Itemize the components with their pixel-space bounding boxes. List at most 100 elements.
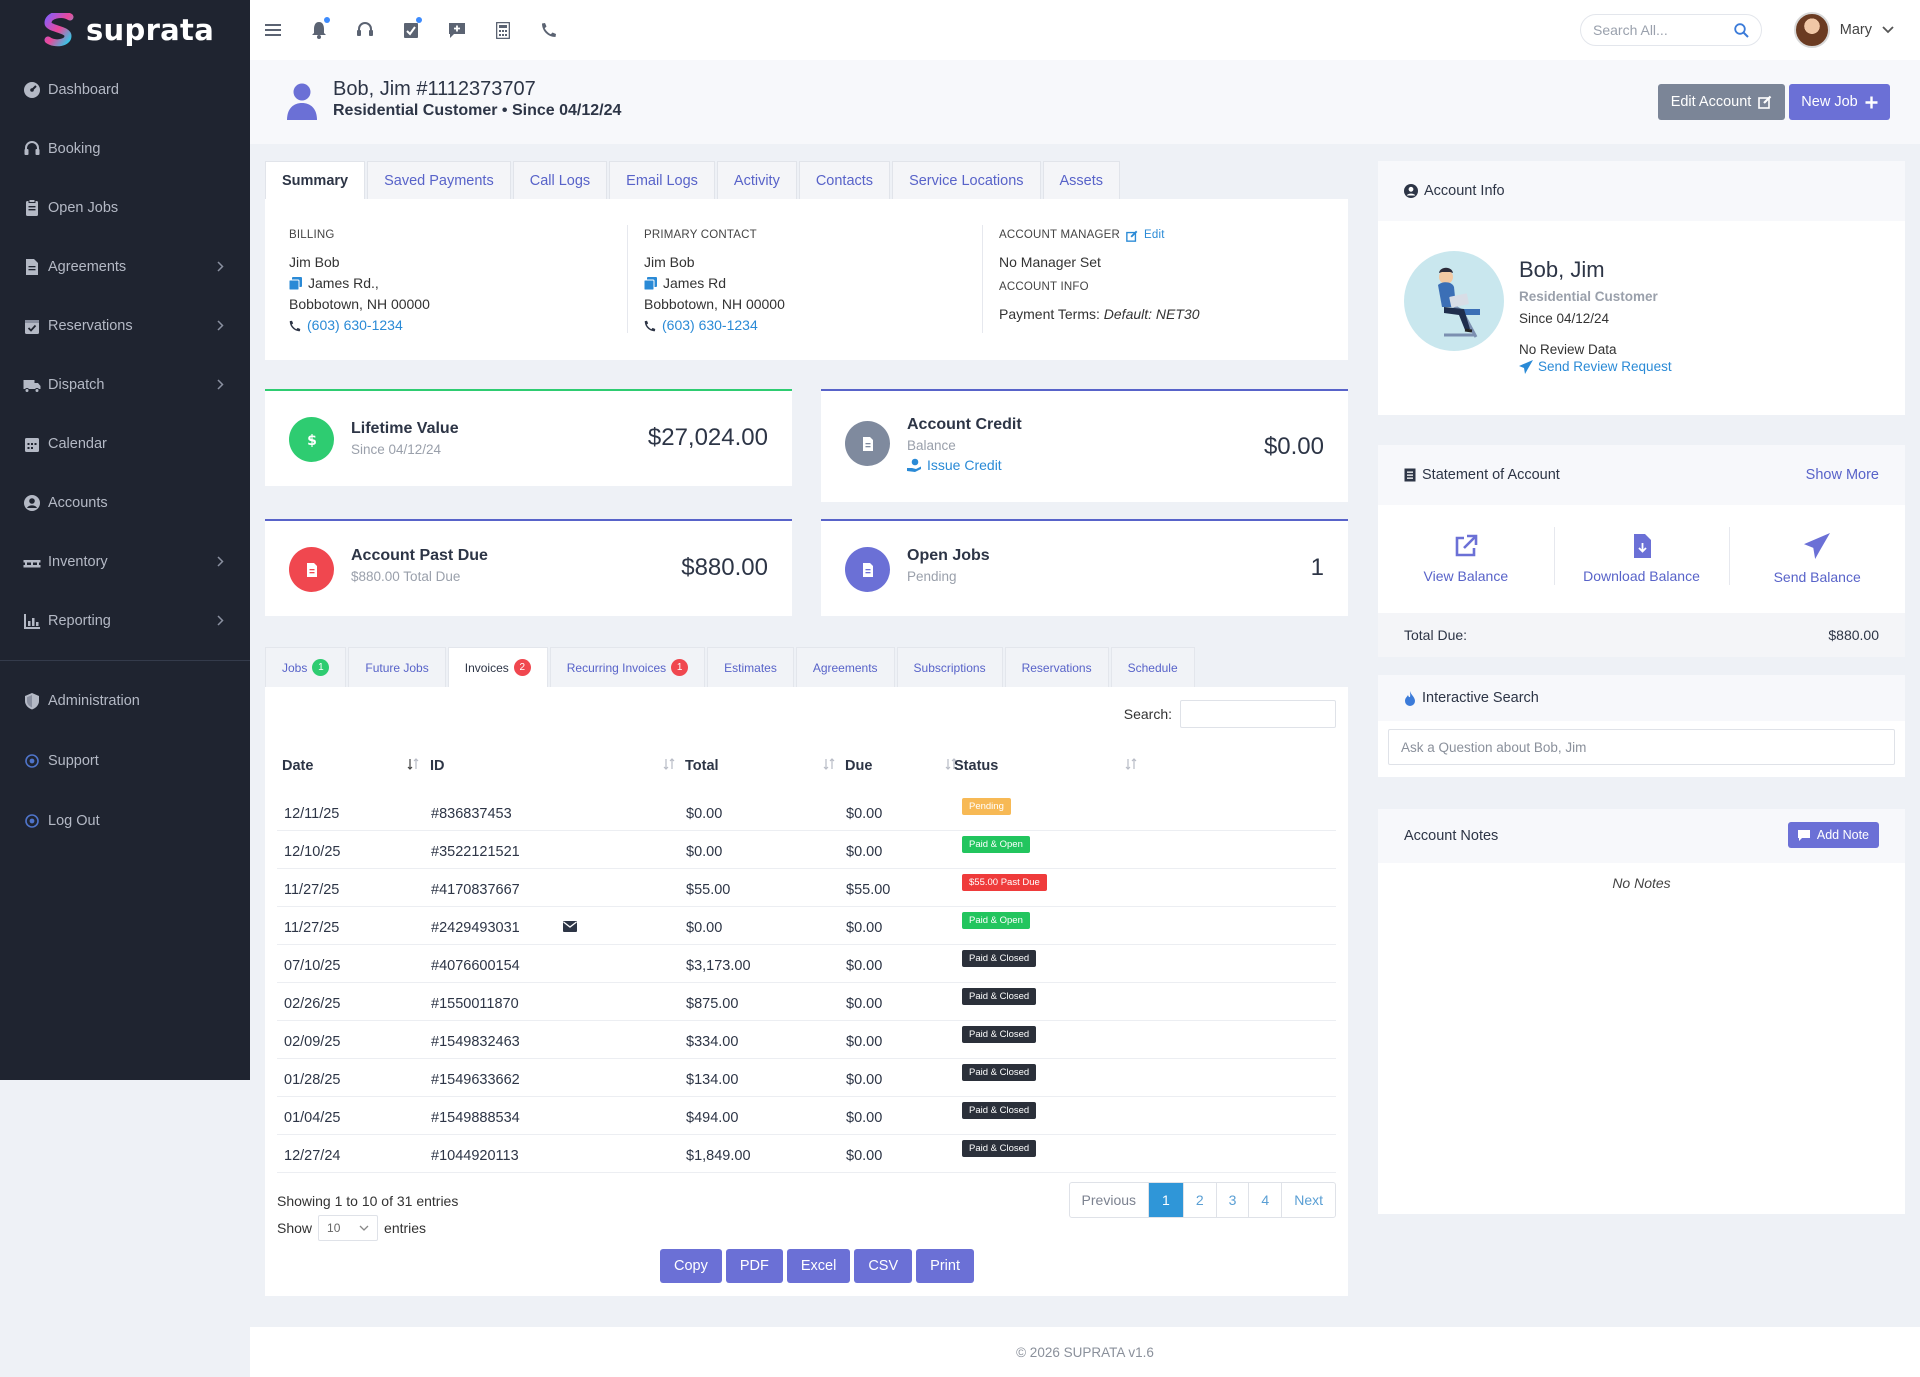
entries-select[interactable]: 10 (318, 1215, 379, 1241)
tab-agreements[interactable]: Agreements (795, 647, 895, 687)
sidebar-item-reporting[interactable]: Reporting (0, 591, 250, 650)
view-balance-button[interactable]: View Balance (1378, 505, 1554, 613)
cell-id[interactable]: #4170837667 (431, 882, 520, 898)
cell-id[interactable]: #1549633662 (431, 1072, 520, 1088)
sidebar-item-support[interactable]: Support (0, 731, 250, 791)
tab-subscriptions[interactable]: Subscriptions (896, 647, 1003, 687)
sidebar-item-reservations[interactable]: Reservations (0, 296, 250, 355)
cell-id[interactable]: #4076600154 (431, 958, 520, 974)
contact-street-row[interactable]: James Rd (644, 273, 785, 294)
column-header-due[interactable]: Due (845, 758, 873, 774)
tab-estimates[interactable]: Estimates (707, 647, 794, 687)
search-icon[interactable] (1734, 22, 1749, 38)
cell-id[interactable]: #2429493031 (431, 920, 520, 936)
message-plus-icon[interactable] (434, 0, 480, 60)
column-header-id[interactable]: ID (430, 758, 445, 774)
table-row[interactable]: 02/26/25 #1550011870 $875.00 $0.00 Paid & Cl… (277, 983, 1336, 1021)
page-button-4[interactable]: 4 (1249, 1183, 1283, 1217)
phone-icon[interactable] (526, 0, 572, 60)
send-review-request-link[interactable]: Send Review Request (1519, 359, 1672, 374)
sidebar-item-booking[interactable]: Booking (0, 119, 250, 178)
tab-invoices[interactable]: Invoices 2 (447, 647, 548, 687)
column-header-status[interactable]: Status (954, 758, 999, 774)
search-all-box[interactable] (1580, 14, 1762, 46)
edit-icon[interactable] (1126, 230, 1138, 242)
sort-icon[interactable] (407, 758, 419, 770)
cell-id[interactable]: #1044920113 (431, 1148, 519, 1164)
download-balance-button[interactable]: Download Balance (1553, 505, 1730, 613)
user-menu[interactable]: Mary (1793, 12, 1894, 48)
tab-recurring-invoices[interactable]: Recurring Invoices 1 (549, 647, 706, 687)
cell-id[interactable]: #1550011870 (431, 996, 519, 1012)
headset-icon[interactable] (342, 0, 388, 60)
sidebar-item-agreements[interactable]: Agreements (0, 237, 250, 296)
ask-question-input[interactable] (1388, 729, 1895, 765)
table-row[interactable]: 02/09/25 #1549832463 $334.00 $0.00 Paid & Cl… (277, 1021, 1336, 1059)
tab-assets[interactable]: Assets (1042, 161, 1121, 199)
tab-reservations[interactable]: Reservations (1004, 647, 1109, 687)
page-button-3[interactable]: 3 (1217, 1183, 1250, 1217)
tab-call-logs[interactable]: Call Logs (512, 161, 608, 199)
cell-id[interactable]: #1549832463 (431, 1034, 520, 1050)
tab-service-locations[interactable]: Service Locations (892, 161, 1041, 199)
csv-export-button[interactable]: CSV (854, 1249, 913, 1283)
sort-icon[interactable] (945, 758, 957, 770)
table-search-input[interactable] (1180, 700, 1336, 728)
sidebar-item-administration[interactable]: Administration (0, 671, 250, 731)
tab-future-jobs[interactable]: Future Jobs (348, 647, 446, 687)
table-row[interactable]: 12/11/25 #836837453 $0.00 $0.00 Pending (277, 793, 1336, 831)
send-balance-button[interactable]: Send Balance (1729, 505, 1905, 613)
copy-export-button[interactable]: Copy (660, 1249, 722, 1283)
table-row[interactable]: 11/27/25 #4170837667 $55.00 $55.00 $55.00 Pa… (277, 869, 1336, 907)
tab-saved-payments[interactable]: Saved Payments (367, 161, 511, 199)
bell-icon[interactable] (296, 0, 342, 60)
table-row[interactable]: 11/27/25 #2429493031 $0.00 $0.00 Paid & Open (277, 907, 1336, 945)
column-header-total[interactable]: Total (685, 758, 719, 774)
search-all-input[interactable] (1593, 22, 1734, 38)
contact-phone-link[interactable]: (603) 630-1234 (662, 317, 758, 333)
next-page-button[interactable]: Next (1294, 1192, 1323, 1208)
avatar[interactable] (1793, 12, 1830, 48)
copy-icon[interactable] (644, 277, 657, 290)
page-button-1[interactable]: 1 (1149, 1183, 1184, 1217)
sort-icon[interactable] (663, 758, 675, 770)
sidebar-item-accounts[interactable]: Accounts (0, 473, 250, 532)
column-header-date[interactable]: Date (282, 758, 314, 774)
sidebar-item-open-jobs[interactable]: Open Jobs (0, 178, 250, 237)
account-manager-edit-link[interactable]: Edit (1144, 229, 1165, 241)
tab-schedule[interactable]: Schedule (1110, 647, 1195, 687)
tab-jobs[interactable]: Jobs 1 (265, 647, 347, 687)
tab-activity[interactable]: Activity (716, 161, 797, 199)
table-row[interactable]: 12/27/24 #1044920113 $1,849.00 $0.00 Paid & … (277, 1135, 1336, 1173)
excel-export-button[interactable]: Excel (786, 1249, 851, 1283)
billing-phone-row[interactable]: (603) 630-1234 (289, 315, 430, 336)
brand[interactable]: suprata (0, 0, 250, 60)
billing-phone-link[interactable]: (603) 630-1234 (307, 317, 403, 333)
table-row[interactable]: 12/10/25 #3522121521 $0.00 $0.00 Paid & Open (277, 831, 1336, 869)
chevron-down-icon[interactable] (1882, 26, 1894, 34)
add-note-button[interactable]: Add Note (1787, 822, 1879, 848)
table-row[interactable]: 07/10/25 #4076600154 $3,173.00 $0.00 Paid & … (277, 945, 1336, 983)
sort-icon[interactable] (1125, 758, 1137, 770)
page-button-2[interactable]: 2 (1184, 1183, 1217, 1217)
edit-account-button[interactable]: Edit Account (1658, 84, 1785, 120)
tab-email-logs[interactable]: Email Logs (609, 161, 715, 199)
calculator-icon[interactable] (480, 0, 526, 60)
tab-summary[interactable]: Summary (265, 161, 366, 199)
sidebar-item-calendar[interactable]: Calendar (0, 414, 250, 473)
previous-page-button[interactable]: Previous (1070, 1183, 1150, 1217)
table-row[interactable]: 01/28/25 #1549633662 $134.00 $0.00 Paid & Cl… (277, 1059, 1336, 1097)
billing-street-row[interactable]: James Rd., (289, 273, 430, 294)
contact-phone-row[interactable]: (603) 630-1234 (644, 315, 785, 336)
tasks-icon[interactable] (388, 0, 434, 60)
cell-id[interactable]: #836837453 (431, 806, 512, 822)
tab-contacts[interactable]: Contacts (798, 161, 891, 199)
copy-icon[interactable] (289, 277, 302, 290)
table-row[interactable]: 01/04/25 #1549888534 $494.00 $0.00 Paid & Cl… (277, 1097, 1336, 1135)
show-more-link[interactable]: Show More (1805, 467, 1879, 483)
cell-id[interactable]: #3522121521 (431, 844, 520, 860)
sidebar-item-inventory[interactable]: Inventory (0, 532, 250, 591)
print-export-button[interactable]: Print (916, 1249, 974, 1283)
cell-id[interactable]: #1549888534 (431, 1110, 520, 1126)
sidebar-item-dashboard[interactable]: Dashboard (0, 60, 250, 119)
